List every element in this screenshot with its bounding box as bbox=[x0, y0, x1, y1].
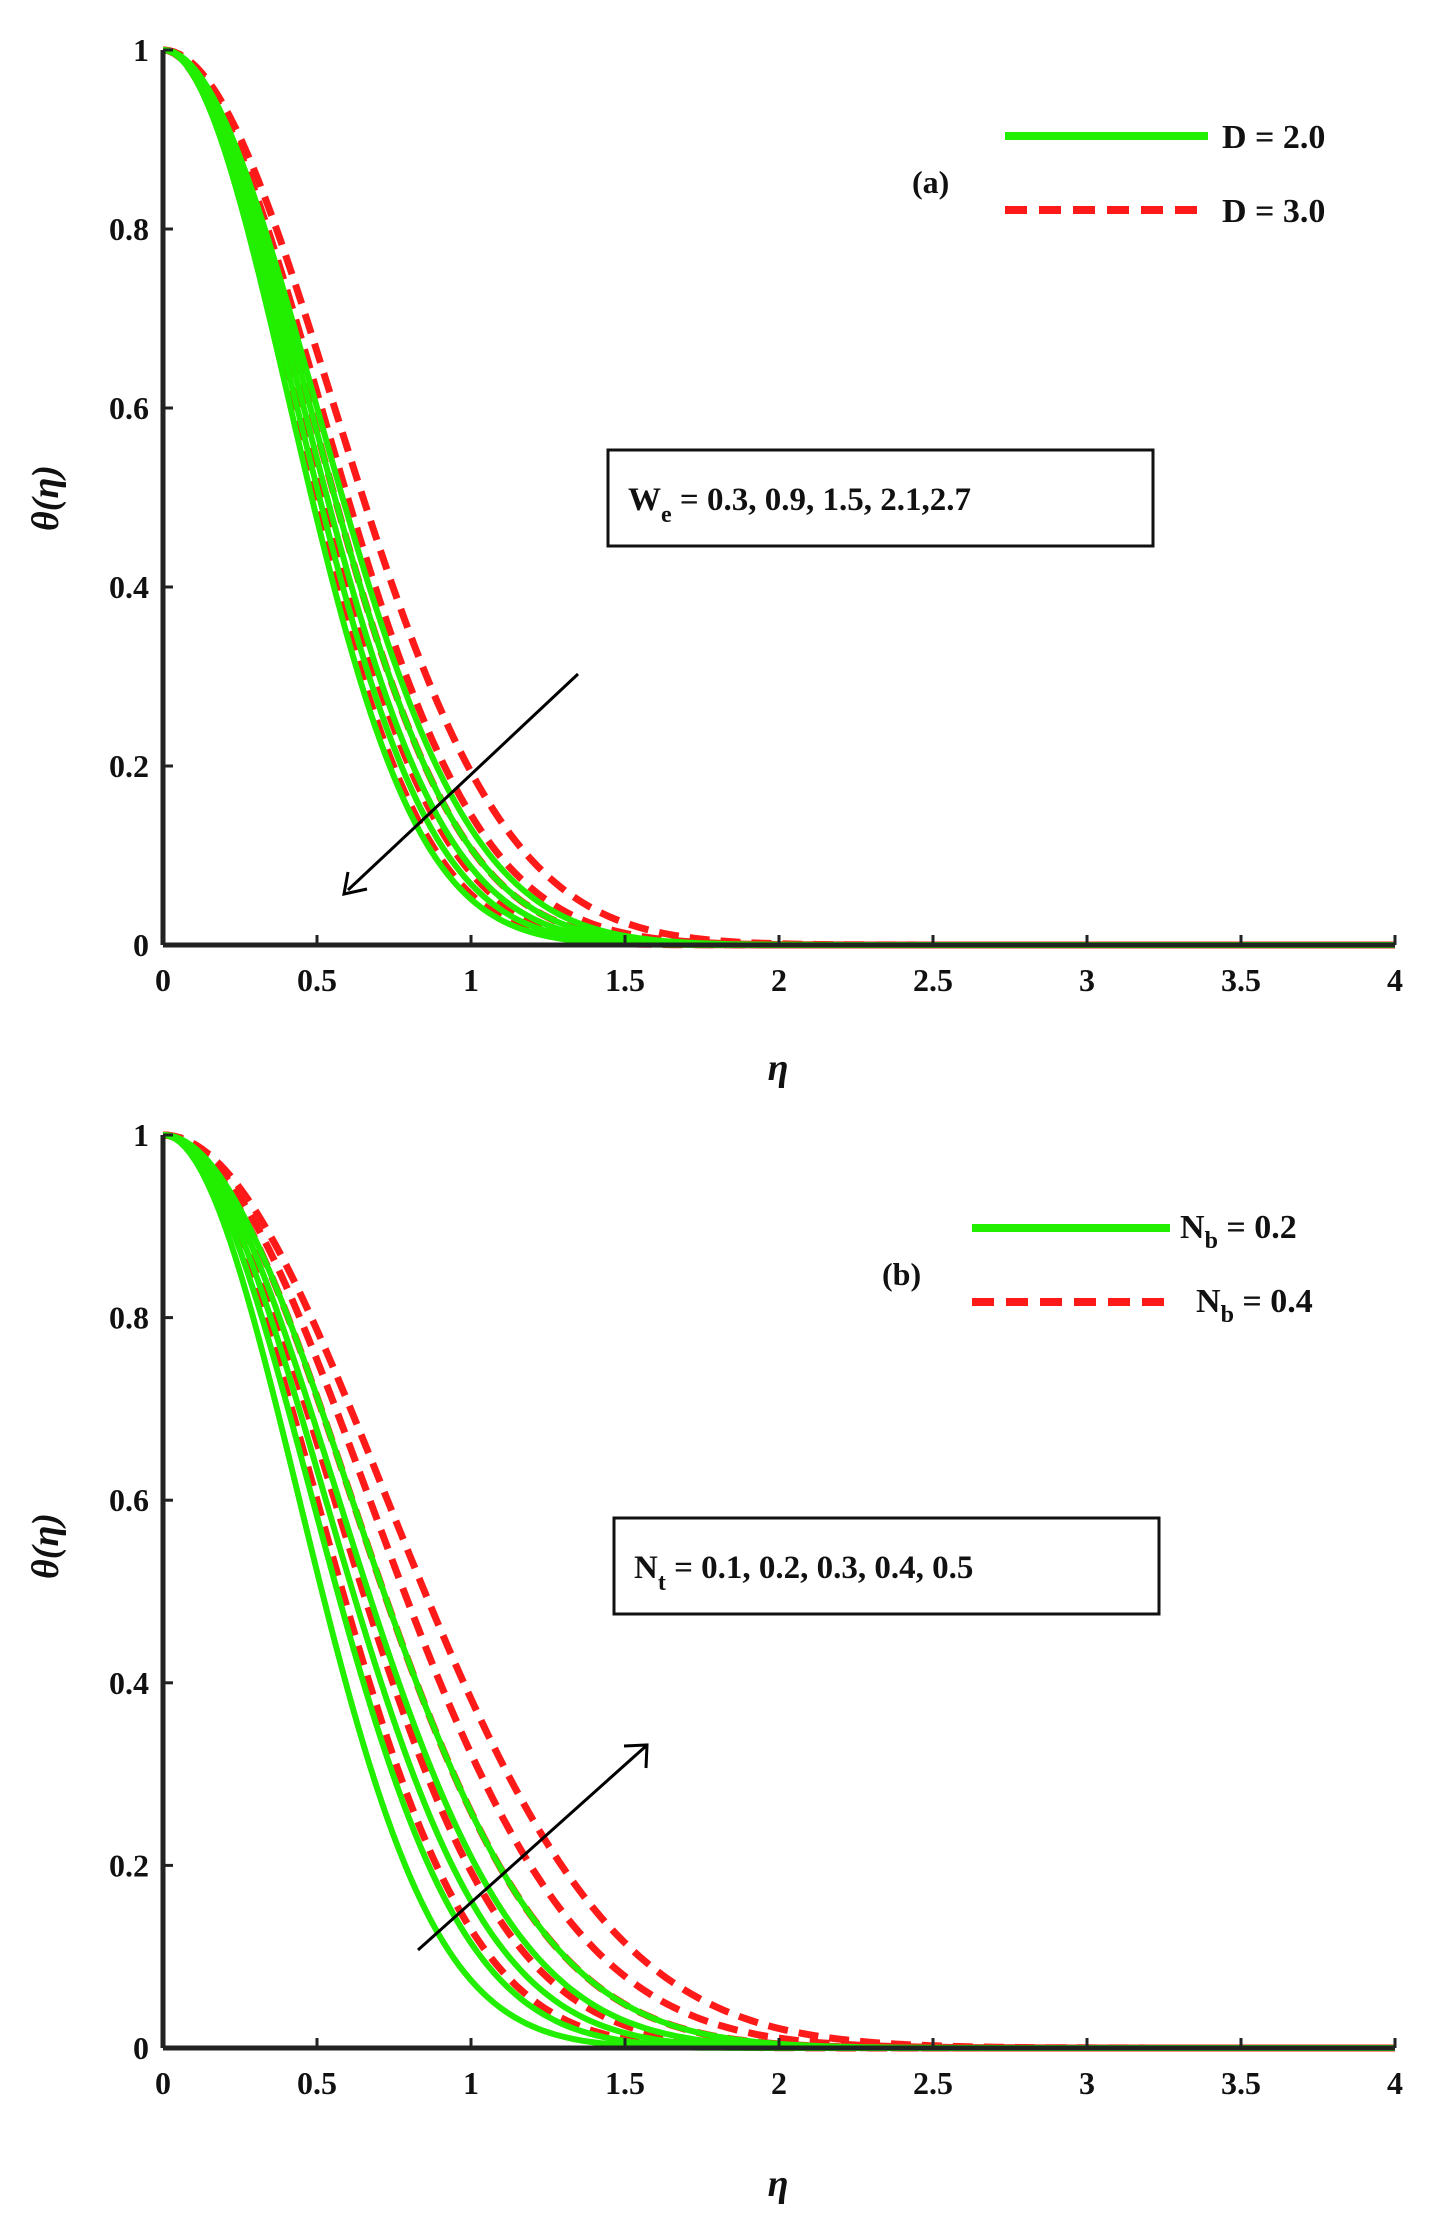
panel-a-annotation-sub: e bbox=[661, 502, 672, 528]
panel-b-xtick-label: 0 bbox=[155, 2065, 171, 2101]
panel-b-annotation-box bbox=[612, 1516, 1161, 1616]
panel-b-label: (b) bbox=[882, 1256, 921, 1292]
panel-a-axes: 0 0.5 1 1.5 2 2.5 3 3.5 4 0 0.2 0.4 0.6 0.8 1 bbox=[109, 32, 1403, 998]
panel-a-ytick-label: 0.4 bbox=[109, 569, 149, 605]
legend-b-dashed-label: Nb = 0.4 bbox=[1196, 1283, 1313, 1328]
panel-b-ytick-label: 1 bbox=[133, 1117, 149, 1153]
legend-b-solid-sub: b bbox=[1205, 1228, 1218, 1254]
panel-b-xtick-label: 4 bbox=[1387, 2065, 1403, 2101]
panel-a-ylabel: θ(η) bbox=[25, 465, 67, 531]
panel-b-trend-arrow bbox=[416, 1744, 648, 1952]
legend-a-dashed-label: D = 3.0 bbox=[1222, 193, 1325, 230]
panel-a: 0 0.5 1 1.5 2 2.5 3 3.5 400.20.40.60.81 D = 2.0 … bbox=[25, 32, 1403, 1089]
panel-a-ytick-label: 0.6 bbox=[109, 390, 149, 426]
panel-a-annotation: We = 0.3, 0.9, 1.5, 2.1,2.7 bbox=[628, 482, 971, 528]
panel-a-xtick-label: 2.5 bbox=[913, 962, 953, 998]
panel-a-arrowhead bbox=[342, 871, 368, 896]
legend-b-solid-symbol: N bbox=[1180, 1209, 1205, 1246]
panel-b-xtick-label: 1 bbox=[463, 2065, 479, 2101]
panel-a-annotation-box bbox=[606, 448, 1155, 548]
panel-a-ytick-label: 1 bbox=[133, 32, 149, 68]
panel-b-annotation: Nt = 0.1, 0.2, 0.3, 0.4, 0.5 bbox=[634, 1550, 973, 1596]
panel-b-xtick-label: 2 bbox=[771, 2065, 787, 2101]
panel-b-ytick-label: 0.6 bbox=[109, 1482, 149, 1518]
panel-b-ytick-label: 0.2 bbox=[109, 1847, 149, 1883]
panel-a-xtick-label: 1 bbox=[463, 962, 479, 998]
panel-a-ytick-label: 0.8 bbox=[109, 211, 149, 247]
panel-b-xtick-label: 3.5 bbox=[1221, 2065, 1261, 2101]
panel-a-xtick-label: 0.5 bbox=[297, 962, 337, 998]
panel-a-xlabel: η bbox=[768, 1047, 789, 1089]
panel-b-ytick-label: 0.4 bbox=[109, 1665, 149, 1701]
panel-b: 0 0.5 1 1.5 2 2.5 3 3.5 4 0 0.2 0.4 0.6 0.8 1 Nb = 0.2… bbox=[25, 1117, 1403, 2205]
legend-b-solid-rest: = 0.2 bbox=[1218, 1209, 1297, 1246]
panel-b-axes: 0 0.5 1 1.5 2 2.5 3 3.5 4 0 0.2 0.4 0.6 0.8 1 bbox=[109, 1117, 1403, 2101]
panel-a-xtick-label: 0 bbox=[155, 962, 171, 998]
legend-b-solid-label: Nb = 0.2 bbox=[1180, 1209, 1297, 1254]
legend-b-dashed-sub: b bbox=[1221, 1302, 1234, 1328]
legend-a-solid-label: D = 2.0 bbox=[1222, 119, 1325, 156]
panel-a-annotation-symbol: W bbox=[628, 482, 661, 518]
panel-b-xtick-label: 2.5 bbox=[913, 2065, 953, 2101]
panel-a-annotation-values: = 0.3, 0.9, 1.5, 2.1,2.7 bbox=[672, 482, 971, 518]
panel-b-annotation-values: = 0.1, 0.2, 0.3, 0.4, 0.5 bbox=[666, 1550, 974, 1586]
panel-b-annotation-sub: t bbox=[658, 1570, 666, 1596]
panel-a-xtick-label: 1.5 bbox=[605, 962, 645, 998]
panel-a-label: (a) bbox=[912, 164, 949, 200]
panel-b-xlabel: η bbox=[768, 2163, 789, 2205]
panel-b-xtick-label: 1.5 bbox=[605, 2065, 645, 2101]
panel-a-ytick-label: 0.2 bbox=[109, 748, 149, 784]
panel-a-xtick-label: 2 bbox=[771, 962, 787, 998]
panel-b-ytick-label: 0.8 bbox=[109, 1300, 149, 1336]
panel-b-xtick-label: 0.5 bbox=[297, 2065, 337, 2101]
panel-a-xtick-label: 4 bbox=[1387, 962, 1403, 998]
panel-a-ytick-label: 0 bbox=[133, 927, 149, 963]
panel-b-arrowhead bbox=[623, 1743, 649, 1769]
panel-b-ylabel: θ(η) bbox=[25, 1513, 67, 1579]
panel-b-xtick-label: 3 bbox=[1079, 2065, 1095, 2101]
legend-b-dashed-rest: = 0.4 bbox=[1234, 1283, 1313, 1320]
panel-a-xtick-label: 3 bbox=[1079, 962, 1095, 998]
panel-b-ytick-label: 0 bbox=[133, 2030, 149, 2066]
panel-a-xtick-label: 3.5 bbox=[1221, 962, 1261, 998]
panel-b-annotation-symbol: N bbox=[634, 1550, 658, 1586]
panel-a-trend-arrow bbox=[346, 672, 580, 892]
legend-b-dashed-symbol: N bbox=[1196, 1283, 1221, 1320]
